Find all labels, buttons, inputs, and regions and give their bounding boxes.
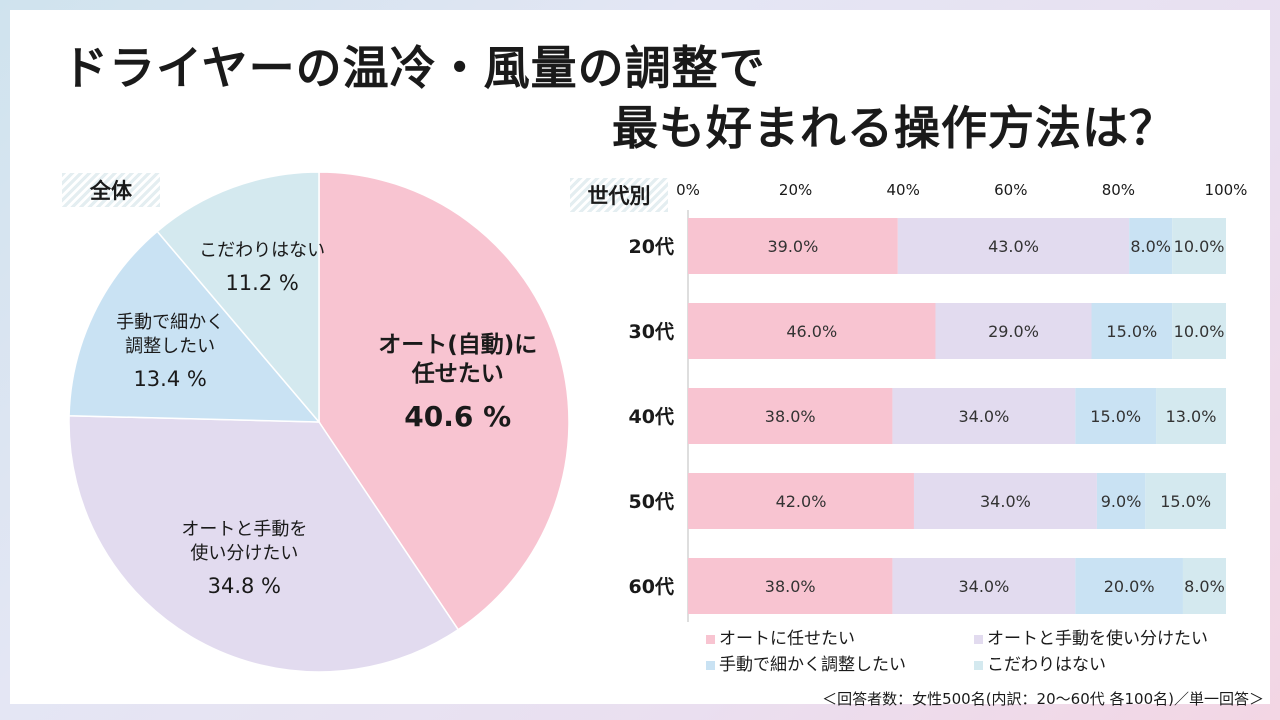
pie-slice-auto — [318, 171, 570, 631]
bar-segment-manual — [1096, 473, 1146, 529]
bar-chart-title: 世代別 — [570, 178, 668, 212]
pie-label-mix-2: 使い分けたい — [190, 543, 298, 564]
pie-value-auto: 40.6 % — [404, 400, 511, 433]
pie-label-mix-1: オートと手動を — [181, 519, 307, 540]
pie-label-manual-1: 手動で細かく — [116, 312, 224, 333]
data-label-manual: 15.0% — [1106, 322, 1157, 341]
stacked-bar-chart: 0% 20% 40% 60% 80% 100%20代 39.0% 43.0% 8.0% 10.0%… — [629, 181, 1248, 622]
pie-label-auto-1: オート(自動)に — [378, 331, 537, 358]
data-label-auto: 46.0% — [786, 322, 837, 341]
data-label-mix: 34.0% — [958, 407, 1009, 426]
x-tick-label: 0% — [676, 181, 700, 199]
data-label-mix: 34.0% — [958, 577, 1009, 596]
bar-segment-none — [1145, 473, 1226, 529]
data-label-none: 13.0% — [1166, 407, 1217, 426]
bar-segment-none — [1156, 388, 1226, 444]
footnote: ＜回答者数：女性500名(内訳：20～60代 各100名)／単一回答＞ — [822, 690, 1264, 708]
x-tick-label: 80% — [1102, 181, 1135, 199]
bar-segment-mix — [897, 218, 1130, 274]
category-label: 50代 — [629, 491, 674, 513]
data-label-mix: 43.0% — [988, 237, 1039, 256]
bar-segment-none — [1172, 303, 1226, 359]
x-tick-label: 100% — [1205, 181, 1248, 199]
pie-slice-mix — [68, 414, 460, 673]
data-label-mix: 29.0% — [988, 322, 1039, 341]
bar-segment-auto — [688, 473, 914, 529]
legend-swatch-mix — [974, 634, 983, 644]
data-label-none: 10.0% — [1174, 237, 1225, 256]
legend-item-manual: 手動で細かく調整したい — [706, 650, 906, 675]
data-label-manual: 8.0% — [1130, 237, 1171, 256]
data-label-none: 8.0% — [1184, 577, 1225, 596]
data-label-auto: 38.0% — [765, 407, 816, 426]
pie-value-none: 11.2 % — [225, 271, 298, 295]
data-label-auto: 42.0% — [776, 492, 827, 511]
data-label-auto: 39.0% — [767, 237, 818, 256]
pie-slice-manual — [68, 230, 321, 423]
data-label-auto: 38.0% — [765, 577, 816, 596]
data-label-manual: 15.0% — [1090, 407, 1141, 426]
pie-label-auto-2: 任せたい — [411, 360, 504, 387]
bar-segment-manual — [1129, 218, 1173, 274]
category-label: 40代 — [629, 406, 674, 428]
data-label-manual: 9.0% — [1101, 492, 1142, 511]
pie-slice-none — [156, 171, 320, 425]
pie-value-manual: 13.4 % — [133, 367, 206, 391]
pie-chart-title: 全体 — [62, 173, 160, 207]
bar-segment-auto — [688, 303, 936, 359]
bar-segment-manual — [1075, 388, 1157, 444]
legend-swatch-auto — [706, 634, 715, 644]
x-tick-label: 20% — [779, 181, 812, 199]
bar-segment-none — [1182, 558, 1226, 614]
legend-item-mix: オートと手動を使い分けたい — [974, 624, 1208, 649]
data-label-manual: 20.0% — [1104, 577, 1155, 596]
bar-segment-auto — [688, 558, 893, 614]
data-label-none: 10.0% — [1174, 322, 1225, 341]
legend-item-auto: オートに任せたい — [706, 624, 855, 649]
legend-item-none: こだわりはない — [974, 650, 1106, 675]
bar-segment-mix — [892, 558, 1076, 614]
bar-segment-manual — [1075, 558, 1183, 614]
category-label: 20代 — [629, 236, 674, 258]
category-label: 30代 — [629, 321, 674, 343]
pie-value-mix: 34.8 % — [208, 574, 281, 598]
bar-segment-auto — [688, 218, 898, 274]
title-line-2: 最も好まれる操作方法は？ — [612, 101, 1176, 155]
data-label-mix: 34.0% — [980, 492, 1031, 511]
pie-label-manual-2: 調整したい — [125, 336, 215, 357]
bar-segment-mix — [913, 473, 1097, 529]
bar-segment-mix — [892, 388, 1076, 444]
pie-label-none-1: こだわりはない — [199, 240, 325, 261]
legend-swatch-none — [974, 660, 983, 670]
data-label-none: 15.0% — [1160, 492, 1211, 511]
category-label: 60代 — [629, 576, 674, 598]
bar-segment-auto — [688, 388, 893, 444]
legend-swatch-manual — [706, 660, 715, 670]
bar-segment-mix — [935, 303, 1092, 359]
x-tick-label: 40% — [887, 181, 920, 199]
pie-chart: オート(自動)に任せたい 40.6 % オートと手動を使い分けたい 34.8 % 手動で… — [68, 171, 570, 673]
bar-segment-none — [1172, 218, 1226, 274]
bar-segment-manual — [1091, 303, 1173, 359]
x-tick-label: 60% — [994, 181, 1027, 199]
title-line-1: ドライヤーの温冷・風量の調整で — [62, 41, 766, 95]
